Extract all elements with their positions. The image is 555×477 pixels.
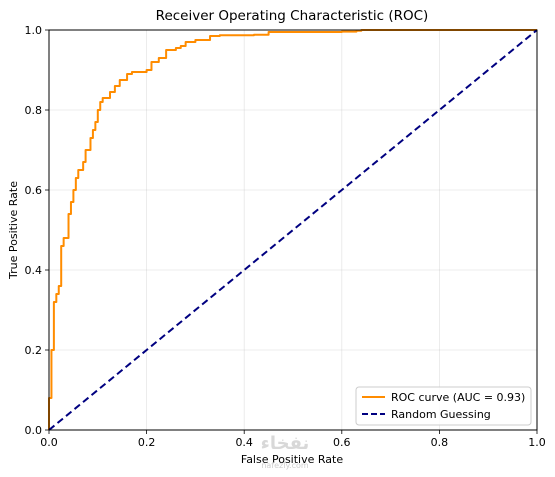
y-tick-label: 0.4 [25, 264, 43, 277]
x-tick-label: 0.6 [333, 436, 351, 449]
roc-curve-line [48, 29, 537, 430]
x-tick-label: 0.4 [235, 436, 253, 449]
chart-legend: ROC curve (AUC = 0.93) Random Guessing [355, 386, 532, 426]
y-tick-label: 0.8 [25, 104, 43, 117]
plot-frame [48, 29, 538, 431]
legend-label-roc: ROC curve (AUC = 0.93) [391, 391, 525, 404]
grid-lines [48, 29, 538, 431]
y-tick-label: 0.6 [25, 184, 43, 197]
series-layer [48, 29, 538, 431]
x-tick-label: 0.0 [40, 436, 58, 449]
watermark-logo: نفخاء [261, 433, 310, 454]
y-axis-label: True Positive Rate [7, 181, 20, 280]
watermark: نفخاء nafezly.com [261, 433, 310, 470]
x-axis-label: False Positive Rate [241, 453, 343, 466]
x-tick-label: 0.8 [431, 436, 449, 449]
y-tick-label: 1.0 [25, 24, 43, 37]
y-tick-label: 0.0 [25, 424, 43, 437]
legend-box [355, 386, 532, 426]
x-tick-label: 1.0 [528, 436, 546, 449]
axis-ticks: 0.0 0.2 0.4 0.6 0.8 1.0 0.0 0.2 0.4 0.6 0.8 1.0 [25, 24, 546, 449]
chart-title: Receiver Operating Characteristic (ROC) [156, 8, 429, 24]
x-tick-label: 0.2 [138, 436, 156, 449]
legend-label-random: Random Guessing [391, 408, 491, 421]
y-tick-label: 0.2 [25, 344, 43, 357]
random-guessing-line [48, 29, 538, 431]
watermark-url: nafezly.com [261, 461, 309, 470]
